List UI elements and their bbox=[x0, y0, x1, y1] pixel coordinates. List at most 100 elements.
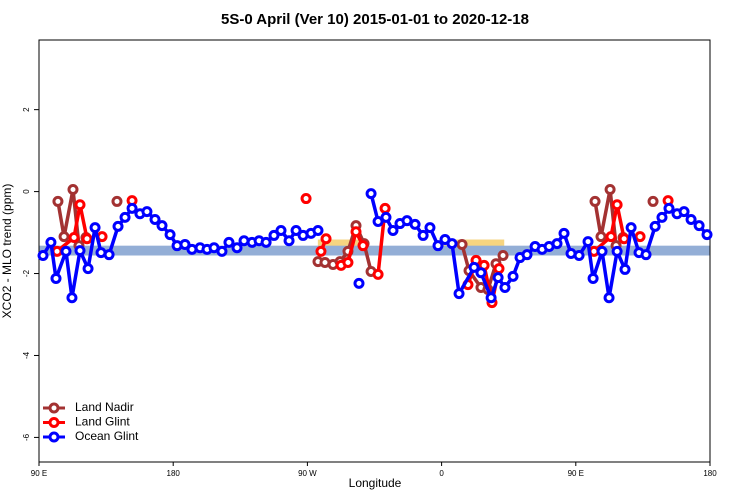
data-point bbox=[342, 256, 354, 268]
data-point bbox=[312, 225, 324, 237]
data-point bbox=[587, 272, 599, 284]
data-point bbox=[350, 226, 362, 238]
data-point bbox=[112, 220, 124, 232]
data-point bbox=[66, 292, 78, 304]
data-point bbox=[156, 220, 168, 232]
data-point bbox=[656, 211, 668, 223]
data-point bbox=[290, 225, 302, 237]
data-point bbox=[492, 272, 504, 284]
data-point bbox=[50, 272, 62, 284]
data-point bbox=[126, 202, 138, 214]
data-point bbox=[357, 240, 369, 252]
data-point bbox=[82, 263, 94, 275]
data-point bbox=[179, 238, 191, 250]
data-point bbox=[74, 245, 86, 257]
data-point bbox=[260, 236, 272, 248]
data-point bbox=[619, 263, 631, 275]
data-point bbox=[595, 231, 607, 243]
data-point bbox=[365, 188, 377, 200]
data-point bbox=[103, 249, 115, 261]
data-point bbox=[409, 218, 421, 230]
data-point bbox=[678, 206, 690, 218]
data-point bbox=[507, 270, 519, 282]
data-point bbox=[611, 199, 623, 211]
data-point bbox=[58, 231, 70, 243]
data-point bbox=[701, 229, 713, 241]
data-point bbox=[551, 238, 563, 250]
legend-marker bbox=[48, 402, 60, 414]
data-point bbox=[379, 202, 391, 214]
data-point bbox=[582, 236, 594, 248]
data-point bbox=[611, 245, 623, 257]
data-point bbox=[300, 193, 312, 205]
legend-marker bbox=[48, 417, 60, 428]
y-axis-label: XCO2 - MLO trend (ppm) bbox=[0, 184, 14, 319]
x-tick-label: 180 bbox=[703, 469, 717, 478]
x-axis-label: Longitude bbox=[349, 476, 402, 490]
y-tick-label: -6 bbox=[22, 433, 31, 441]
data-point bbox=[68, 231, 80, 243]
data-point bbox=[596, 245, 608, 257]
data-point bbox=[320, 233, 332, 245]
data-point bbox=[573, 250, 585, 262]
data-point bbox=[74, 199, 86, 211]
data-point bbox=[558, 227, 570, 239]
data-point bbox=[268, 229, 280, 241]
data-point bbox=[446, 238, 458, 250]
data-point bbox=[315, 245, 327, 257]
data-point bbox=[647, 195, 659, 207]
data-point bbox=[649, 220, 661, 232]
y-tick-label: -4 bbox=[22, 351, 31, 359]
data-point bbox=[149, 213, 161, 225]
plot-frame bbox=[38, 39, 711, 463]
data-point bbox=[603, 292, 615, 304]
data-point bbox=[485, 292, 497, 304]
data-point bbox=[618, 233, 630, 245]
data-point bbox=[640, 249, 652, 261]
data-point bbox=[52, 195, 64, 207]
data-point bbox=[141, 206, 153, 218]
data-point bbox=[45, 236, 57, 248]
data-point bbox=[67, 184, 79, 196]
data-point bbox=[231, 242, 243, 254]
legend-marker bbox=[48, 431, 60, 443]
data-point bbox=[119, 211, 131, 223]
x-tick-label: 90 E bbox=[31, 469, 47, 478]
data-point bbox=[589, 195, 601, 207]
data-point bbox=[424, 222, 436, 234]
data-point bbox=[353, 277, 365, 289]
data-point bbox=[372, 216, 384, 228]
data-point bbox=[604, 184, 616, 196]
data-point bbox=[89, 222, 101, 234]
data-point bbox=[625, 222, 637, 234]
x-tick-label: 0 bbox=[439, 469, 444, 478]
data-point bbox=[81, 233, 93, 245]
data-point bbox=[164, 229, 176, 241]
data-point bbox=[634, 231, 646, 243]
data-point bbox=[380, 211, 392, 223]
chart-title: 5S-0 April (Ver 10) 2015-01-01 to 2020-1… bbox=[221, 11, 529, 28]
legend-label: Land Nadir bbox=[75, 400, 134, 414]
y-tick-label: -2 bbox=[22, 269, 31, 277]
y-tick-label: 0 bbox=[22, 189, 31, 194]
x-tick-label: 90 W bbox=[298, 469, 317, 478]
data-point bbox=[456, 238, 468, 250]
y-tick-label: 2 bbox=[22, 107, 31, 112]
data-point bbox=[60, 245, 72, 257]
x-tick-label: 180 bbox=[167, 469, 181, 478]
legend-label: Ocean Glint bbox=[75, 429, 139, 443]
data-point bbox=[111, 195, 123, 207]
data-point bbox=[216, 245, 228, 257]
data-point bbox=[417, 229, 429, 241]
data-point bbox=[493, 263, 505, 275]
x-tick-label: 90 E bbox=[568, 469, 584, 478]
data-point bbox=[499, 281, 511, 293]
data-point bbox=[432, 240, 444, 252]
data-point bbox=[497, 250, 509, 262]
legend-label: Land Glint bbox=[75, 415, 130, 429]
data-point bbox=[453, 288, 465, 300]
data-point bbox=[283, 235, 295, 247]
data-point bbox=[475, 267, 487, 279]
